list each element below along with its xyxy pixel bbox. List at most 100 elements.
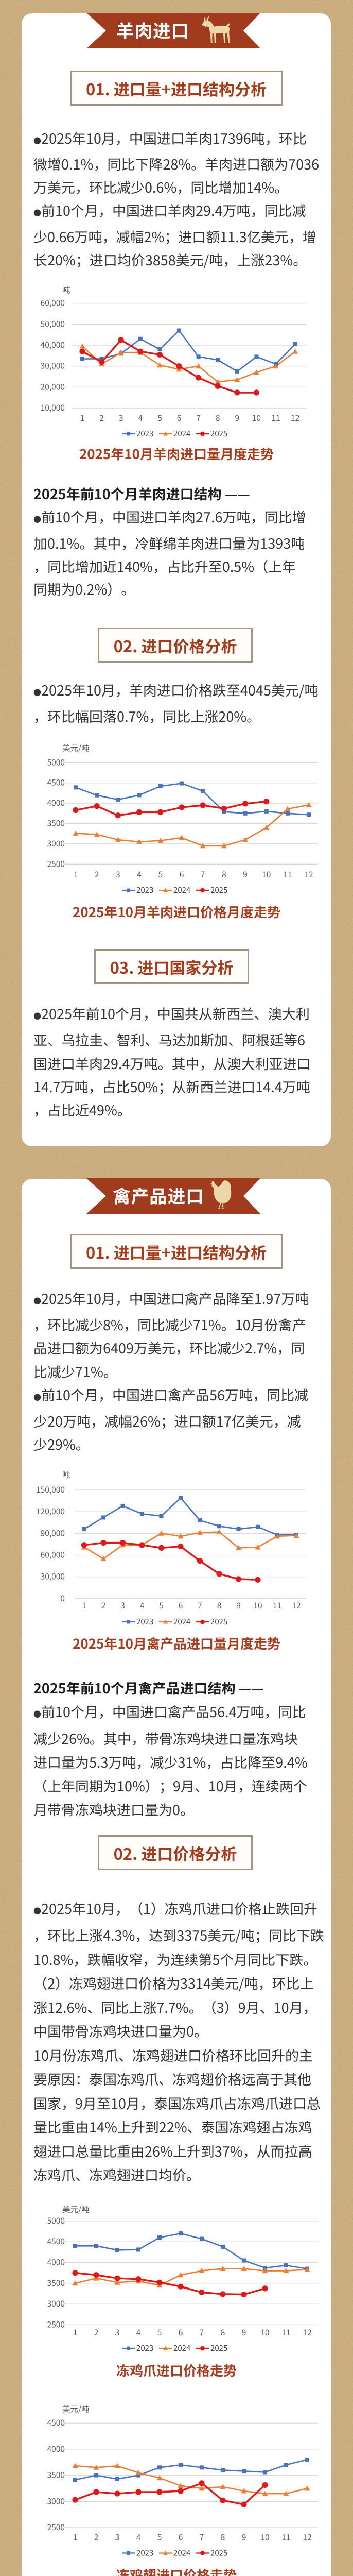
svg-text:30,000: 30,000 xyxy=(41,1571,65,1582)
svg-text:羊肉进口: 羊肉进口 xyxy=(116,17,189,43)
svg-text:2500: 2500 xyxy=(47,858,65,869)
svg-text:60,000: 60,000 xyxy=(41,297,65,309)
svg-text:10: 10 xyxy=(262,869,271,880)
svg-text:6: 6 xyxy=(179,1600,183,1611)
svg-text:3500: 3500 xyxy=(47,818,65,829)
svg-text:8: 8 xyxy=(216,412,220,423)
svg-text:3: 3 xyxy=(116,869,120,880)
svg-text:3: 3 xyxy=(119,412,123,423)
svg-text:3000: 3000 xyxy=(47,2298,65,2309)
svg-text:2025: 2025 xyxy=(210,428,227,439)
svg-text:40,000: 40,000 xyxy=(41,339,65,350)
svg-text:2023: 2023 xyxy=(136,885,153,895)
svg-text:6: 6 xyxy=(179,2532,183,2543)
svg-text:2024: 2024 xyxy=(173,1616,190,1627)
svg-text:3500: 3500 xyxy=(47,2277,65,2289)
svg-text:7: 7 xyxy=(200,2327,204,2338)
svg-text:3000: 3000 xyxy=(47,838,65,849)
svg-text:6: 6 xyxy=(180,869,184,880)
svg-text:2: 2 xyxy=(101,1600,106,1611)
svg-text:2: 2 xyxy=(99,412,104,423)
svg-text:10: 10 xyxy=(260,2532,269,2543)
svg-text:2024: 2024 xyxy=(173,885,190,895)
svg-text:4000: 4000 xyxy=(47,797,65,808)
svg-text:7: 7 xyxy=(196,412,201,423)
svg-text:150,000: 150,000 xyxy=(36,1484,65,1495)
svg-text:50,000: 50,000 xyxy=(41,318,65,329)
svg-text:8: 8 xyxy=(217,1600,222,1611)
svg-text:2024: 2024 xyxy=(173,2548,190,2558)
svg-text:2025: 2025 xyxy=(210,885,227,895)
svg-text:6: 6 xyxy=(177,412,182,423)
svg-text:11: 11 xyxy=(281,2532,290,2543)
svg-text:5: 5 xyxy=(157,2532,162,2543)
svg-text:20,000: 20,000 xyxy=(41,381,65,392)
svg-text:12: 12 xyxy=(303,2532,311,2543)
svg-text:1: 1 xyxy=(73,2532,78,2543)
svg-text:0: 0 xyxy=(60,1592,65,1604)
svg-text:30,000: 30,000 xyxy=(41,360,65,371)
svg-text:3: 3 xyxy=(120,1600,125,1611)
svg-text:2500: 2500 xyxy=(47,2318,65,2330)
svg-text:2023: 2023 xyxy=(136,428,153,439)
svg-text:5: 5 xyxy=(157,2327,162,2338)
svg-text:12: 12 xyxy=(292,1600,301,1611)
svg-text:10: 10 xyxy=(260,2327,269,2338)
svg-text:11: 11 xyxy=(281,2327,290,2338)
svg-text:吨: 吨 xyxy=(62,1469,70,1480)
svg-text:5: 5 xyxy=(159,1600,164,1611)
svg-text:90,000: 90,000 xyxy=(41,1527,65,1538)
svg-text:3: 3 xyxy=(115,2532,120,2543)
svg-text:8: 8 xyxy=(221,2327,225,2338)
svg-text:美元/吨: 美元/吨 xyxy=(62,2403,90,2415)
svg-text:10,000: 10,000 xyxy=(41,402,65,413)
svg-text:美元/吨: 美元/吨 xyxy=(62,742,90,754)
svg-text:2025: 2025 xyxy=(210,2343,227,2353)
svg-text:6: 6 xyxy=(179,2327,183,2338)
svg-text:4000: 4000 xyxy=(47,2443,65,2454)
svg-text:120,000: 120,000 xyxy=(36,1505,65,1517)
svg-text:9: 9 xyxy=(242,2532,246,2543)
svg-text:4: 4 xyxy=(137,869,142,880)
svg-text:4500: 4500 xyxy=(47,2235,65,2247)
svg-text:4000: 4000 xyxy=(47,2257,65,2268)
svg-text:1: 1 xyxy=(73,2327,78,2338)
svg-text:4500: 4500 xyxy=(47,2417,65,2428)
svg-text:2: 2 xyxy=(95,869,99,880)
svg-text:4: 4 xyxy=(140,1600,145,1611)
svg-text:2: 2 xyxy=(94,2532,99,2543)
svg-text:4500: 4500 xyxy=(47,777,65,788)
svg-text:12: 12 xyxy=(305,869,313,880)
svg-text:3500: 3500 xyxy=(47,2469,65,2481)
svg-text:5000: 5000 xyxy=(47,756,65,768)
svg-text:2024: 2024 xyxy=(173,428,190,439)
svg-text:4: 4 xyxy=(136,2327,141,2338)
svg-text:5000: 5000 xyxy=(47,2215,65,2226)
svg-text:11: 11 xyxy=(283,869,292,880)
svg-text:9: 9 xyxy=(235,412,239,423)
svg-text:2500: 2500 xyxy=(47,2521,65,2533)
svg-text:1: 1 xyxy=(74,869,78,880)
svg-text:2023: 2023 xyxy=(136,2343,153,2353)
svg-text:2024: 2024 xyxy=(173,2343,190,2353)
svg-text:9: 9 xyxy=(242,2327,246,2338)
svg-text:2025: 2025 xyxy=(210,2548,227,2558)
svg-text:10: 10 xyxy=(252,412,261,423)
svg-text:2023: 2023 xyxy=(136,2548,153,2558)
svg-text:8: 8 xyxy=(221,2532,225,2543)
svg-text:11: 11 xyxy=(271,412,280,423)
svg-text:7: 7 xyxy=(200,2532,204,2543)
svg-text:10: 10 xyxy=(253,1600,262,1611)
svg-text:4: 4 xyxy=(138,412,143,423)
svg-text:5: 5 xyxy=(158,869,163,880)
svg-text:9: 9 xyxy=(243,869,248,880)
svg-text:3000: 3000 xyxy=(47,2495,65,2506)
svg-text:5: 5 xyxy=(157,412,162,423)
svg-text:7: 7 xyxy=(198,1600,202,1611)
svg-text:4: 4 xyxy=(136,2532,141,2543)
svg-text:60,000: 60,000 xyxy=(41,1549,65,1561)
svg-text:美元/吨: 美元/吨 xyxy=(62,2204,90,2215)
svg-text:1: 1 xyxy=(80,412,85,423)
svg-text:吨: 吨 xyxy=(62,284,70,296)
svg-text:2025: 2025 xyxy=(210,1616,227,1627)
